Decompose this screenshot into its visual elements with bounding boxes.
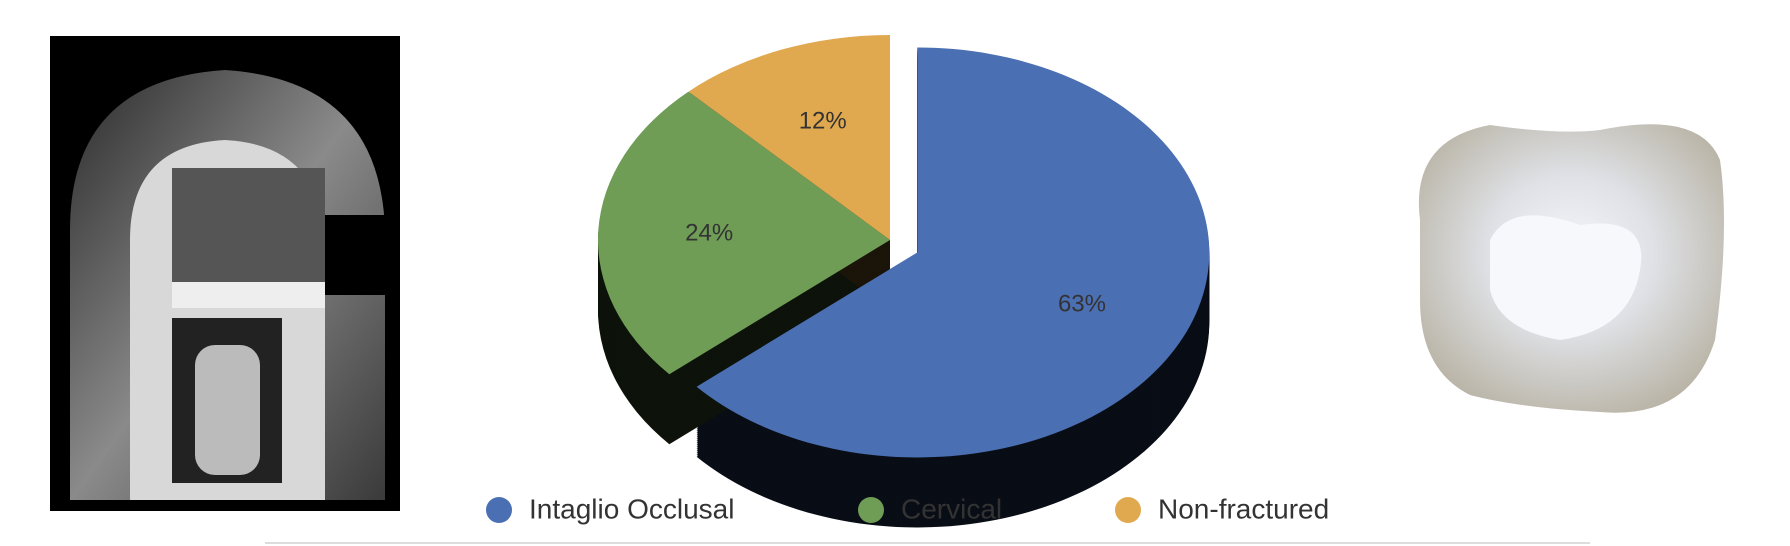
tooth-image	[1418, 124, 1724, 413]
legend-swatch	[1115, 497, 1141, 523]
sem-image	[50, 36, 400, 511]
value-label: 12%	[799, 107, 847, 134]
legend-label: Non-fractured	[1158, 493, 1329, 524]
legend-label: Cervical	[901, 493, 1002, 524]
pie-slice	[598, 91, 890, 375]
value-label: 63%	[1058, 291, 1106, 318]
legend-label: Intaglio Occlusal	[529, 493, 734, 524]
legend: Intaglio Occlusal Cervical Non-fractured	[486, 493, 1329, 524]
legend-swatch	[486, 497, 512, 523]
pie-chart: 63% 24% 12%	[598, 35, 1210, 528]
pie-slice	[688, 35, 890, 240]
legend-swatch	[858, 497, 884, 523]
pie-slice	[696, 47, 1210, 458]
value-label: 24%	[685, 219, 733, 246]
